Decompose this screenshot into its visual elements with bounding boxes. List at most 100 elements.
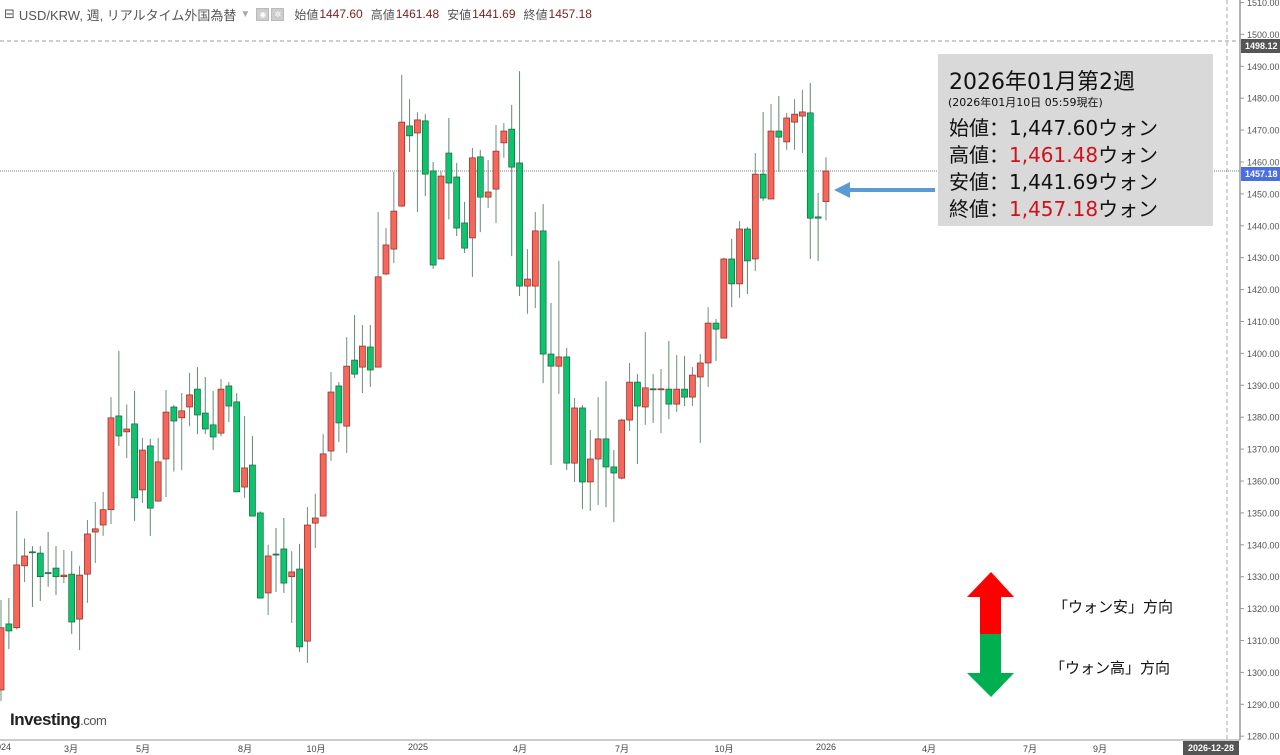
candle-body[interactable] xyxy=(626,381,633,421)
candle-body[interactable] xyxy=(29,551,36,554)
candle-body[interactable] xyxy=(579,407,586,483)
candle-body[interactable] xyxy=(657,388,665,391)
candle-body[interactable] xyxy=(681,388,688,398)
candle-body[interactable] xyxy=(767,130,775,200)
candle-body[interactable] xyxy=(359,345,366,368)
candle-body[interactable] xyxy=(728,258,736,285)
candle-body[interactable] xyxy=(272,553,280,556)
candle-body[interactable] xyxy=(241,467,248,488)
candle-body[interactable] xyxy=(712,322,720,330)
candle-body[interactable] xyxy=(516,162,523,287)
candle-body[interactable] xyxy=(139,449,146,491)
candle-body[interactable] xyxy=(351,359,358,375)
candle-body[interactable] xyxy=(178,410,186,419)
candle-body[interactable] xyxy=(610,466,618,474)
candle-body[interactable] xyxy=(60,574,68,578)
collapse-icon[interactable]: ⊟ xyxy=(4,6,15,21)
candle-body[interactable] xyxy=(665,388,673,405)
candle-body[interactable] xyxy=(531,230,539,287)
candle-body[interactable] xyxy=(209,424,217,438)
candle-body[interactable] xyxy=(280,548,288,584)
candle-body[interactable] xyxy=(84,533,91,575)
candle-body[interactable] xyxy=(115,415,123,437)
candle-body[interactable] xyxy=(783,117,791,143)
candle-body[interactable] xyxy=(68,573,76,623)
candle-body[interactable] xyxy=(76,574,83,620)
candle-body[interactable] xyxy=(429,170,437,266)
candle-body[interactable] xyxy=(484,191,492,198)
candle-body[interactable] xyxy=(814,216,822,219)
candle-body[interactable] xyxy=(500,130,508,144)
candle-body[interactable] xyxy=(806,112,814,219)
candle-body[interactable] xyxy=(406,125,413,137)
candle-body[interactable] xyxy=(398,121,406,207)
gear-icon[interactable]: ✲ xyxy=(271,7,285,21)
candle-body[interactable] xyxy=(649,388,657,391)
candle-body[interactable] xyxy=(704,322,712,364)
candle-body[interactable] xyxy=(225,385,233,407)
candle-body[interactable] xyxy=(524,278,531,287)
candle-body[interactable] xyxy=(461,222,468,249)
candle-body[interactable] xyxy=(744,228,751,262)
candle-body[interactable] xyxy=(421,120,429,175)
candle-body[interactable] xyxy=(641,387,649,408)
candle-body[interactable] xyxy=(673,388,681,405)
candle-body[interactable] xyxy=(618,419,626,479)
candle-body[interactable] xyxy=(571,407,578,464)
candle-body[interactable] xyxy=(696,362,704,378)
candle-body[interactable] xyxy=(508,128,516,168)
candle-body[interactable] xyxy=(52,567,60,578)
candle-body[interactable] xyxy=(123,428,131,433)
candle-body[interactable] xyxy=(327,391,335,452)
candle-body[interactable] xyxy=(469,157,476,239)
candle-body[interactable] xyxy=(162,411,170,460)
candle-body[interactable] xyxy=(492,150,500,190)
candle-body[interactable] xyxy=(304,524,311,642)
chevron-down-icon[interactable]: ▼ xyxy=(240,8,251,20)
symbol-title[interactable]: USD/KRW, 週, リアルタイム外国為替 xyxy=(18,7,237,23)
candle-body[interactable] xyxy=(720,258,728,339)
candle-body[interactable] xyxy=(335,385,343,424)
candle-body[interactable] xyxy=(21,555,28,567)
candle-body[interactable] xyxy=(288,571,296,578)
candle-body[interactable] xyxy=(0,627,5,691)
candle-body[interactable] xyxy=(736,228,743,285)
candle-body[interactable] xyxy=(586,458,594,483)
candle-body[interactable] xyxy=(453,176,461,229)
candle-body[interactable] xyxy=(822,170,830,202)
candle-body[interactable] xyxy=(476,156,484,198)
candle-body[interactable] xyxy=(131,423,138,499)
candle-body[interactable] xyxy=(5,623,13,632)
candle-body[interactable] xyxy=(374,276,382,368)
candle-body[interactable] xyxy=(555,356,563,367)
candle-body[interactable] xyxy=(194,388,201,416)
eye-icon[interactable]: ◉ xyxy=(256,7,270,21)
candle-body[interactable] xyxy=(91,528,99,533)
candle-body[interactable] xyxy=(539,230,547,355)
candle-body[interactable] xyxy=(146,445,154,509)
candle-body[interactable] xyxy=(775,130,783,138)
candle-body[interactable] xyxy=(201,412,209,430)
candle-body[interactable] xyxy=(343,365,351,427)
candle-body[interactable] xyxy=(799,111,806,117)
candle-body[interactable] xyxy=(256,512,264,599)
candle-body[interactable] xyxy=(414,119,421,134)
candle-body[interactable] xyxy=(563,356,571,464)
candle-body[interactable] xyxy=(13,564,21,629)
candle-body[interactable] xyxy=(791,113,798,123)
candle-body[interactable] xyxy=(154,461,162,502)
candle-body[interactable] xyxy=(751,173,759,260)
candle-body[interactable] xyxy=(634,381,641,407)
candle-body[interactable] xyxy=(233,401,241,493)
candle-body[interactable] xyxy=(382,244,390,275)
candle-body[interactable] xyxy=(186,394,193,408)
candle-body[interactable] xyxy=(390,210,398,250)
candle-body[interactable] xyxy=(296,568,303,648)
candle-body[interactable] xyxy=(264,555,272,594)
candle-body[interactable] xyxy=(319,453,327,517)
candle-body[interactable] xyxy=(170,406,178,422)
candle-body[interactable] xyxy=(44,572,52,574)
candle-body[interactable] xyxy=(445,152,453,184)
candle-body[interactable] xyxy=(547,353,555,367)
